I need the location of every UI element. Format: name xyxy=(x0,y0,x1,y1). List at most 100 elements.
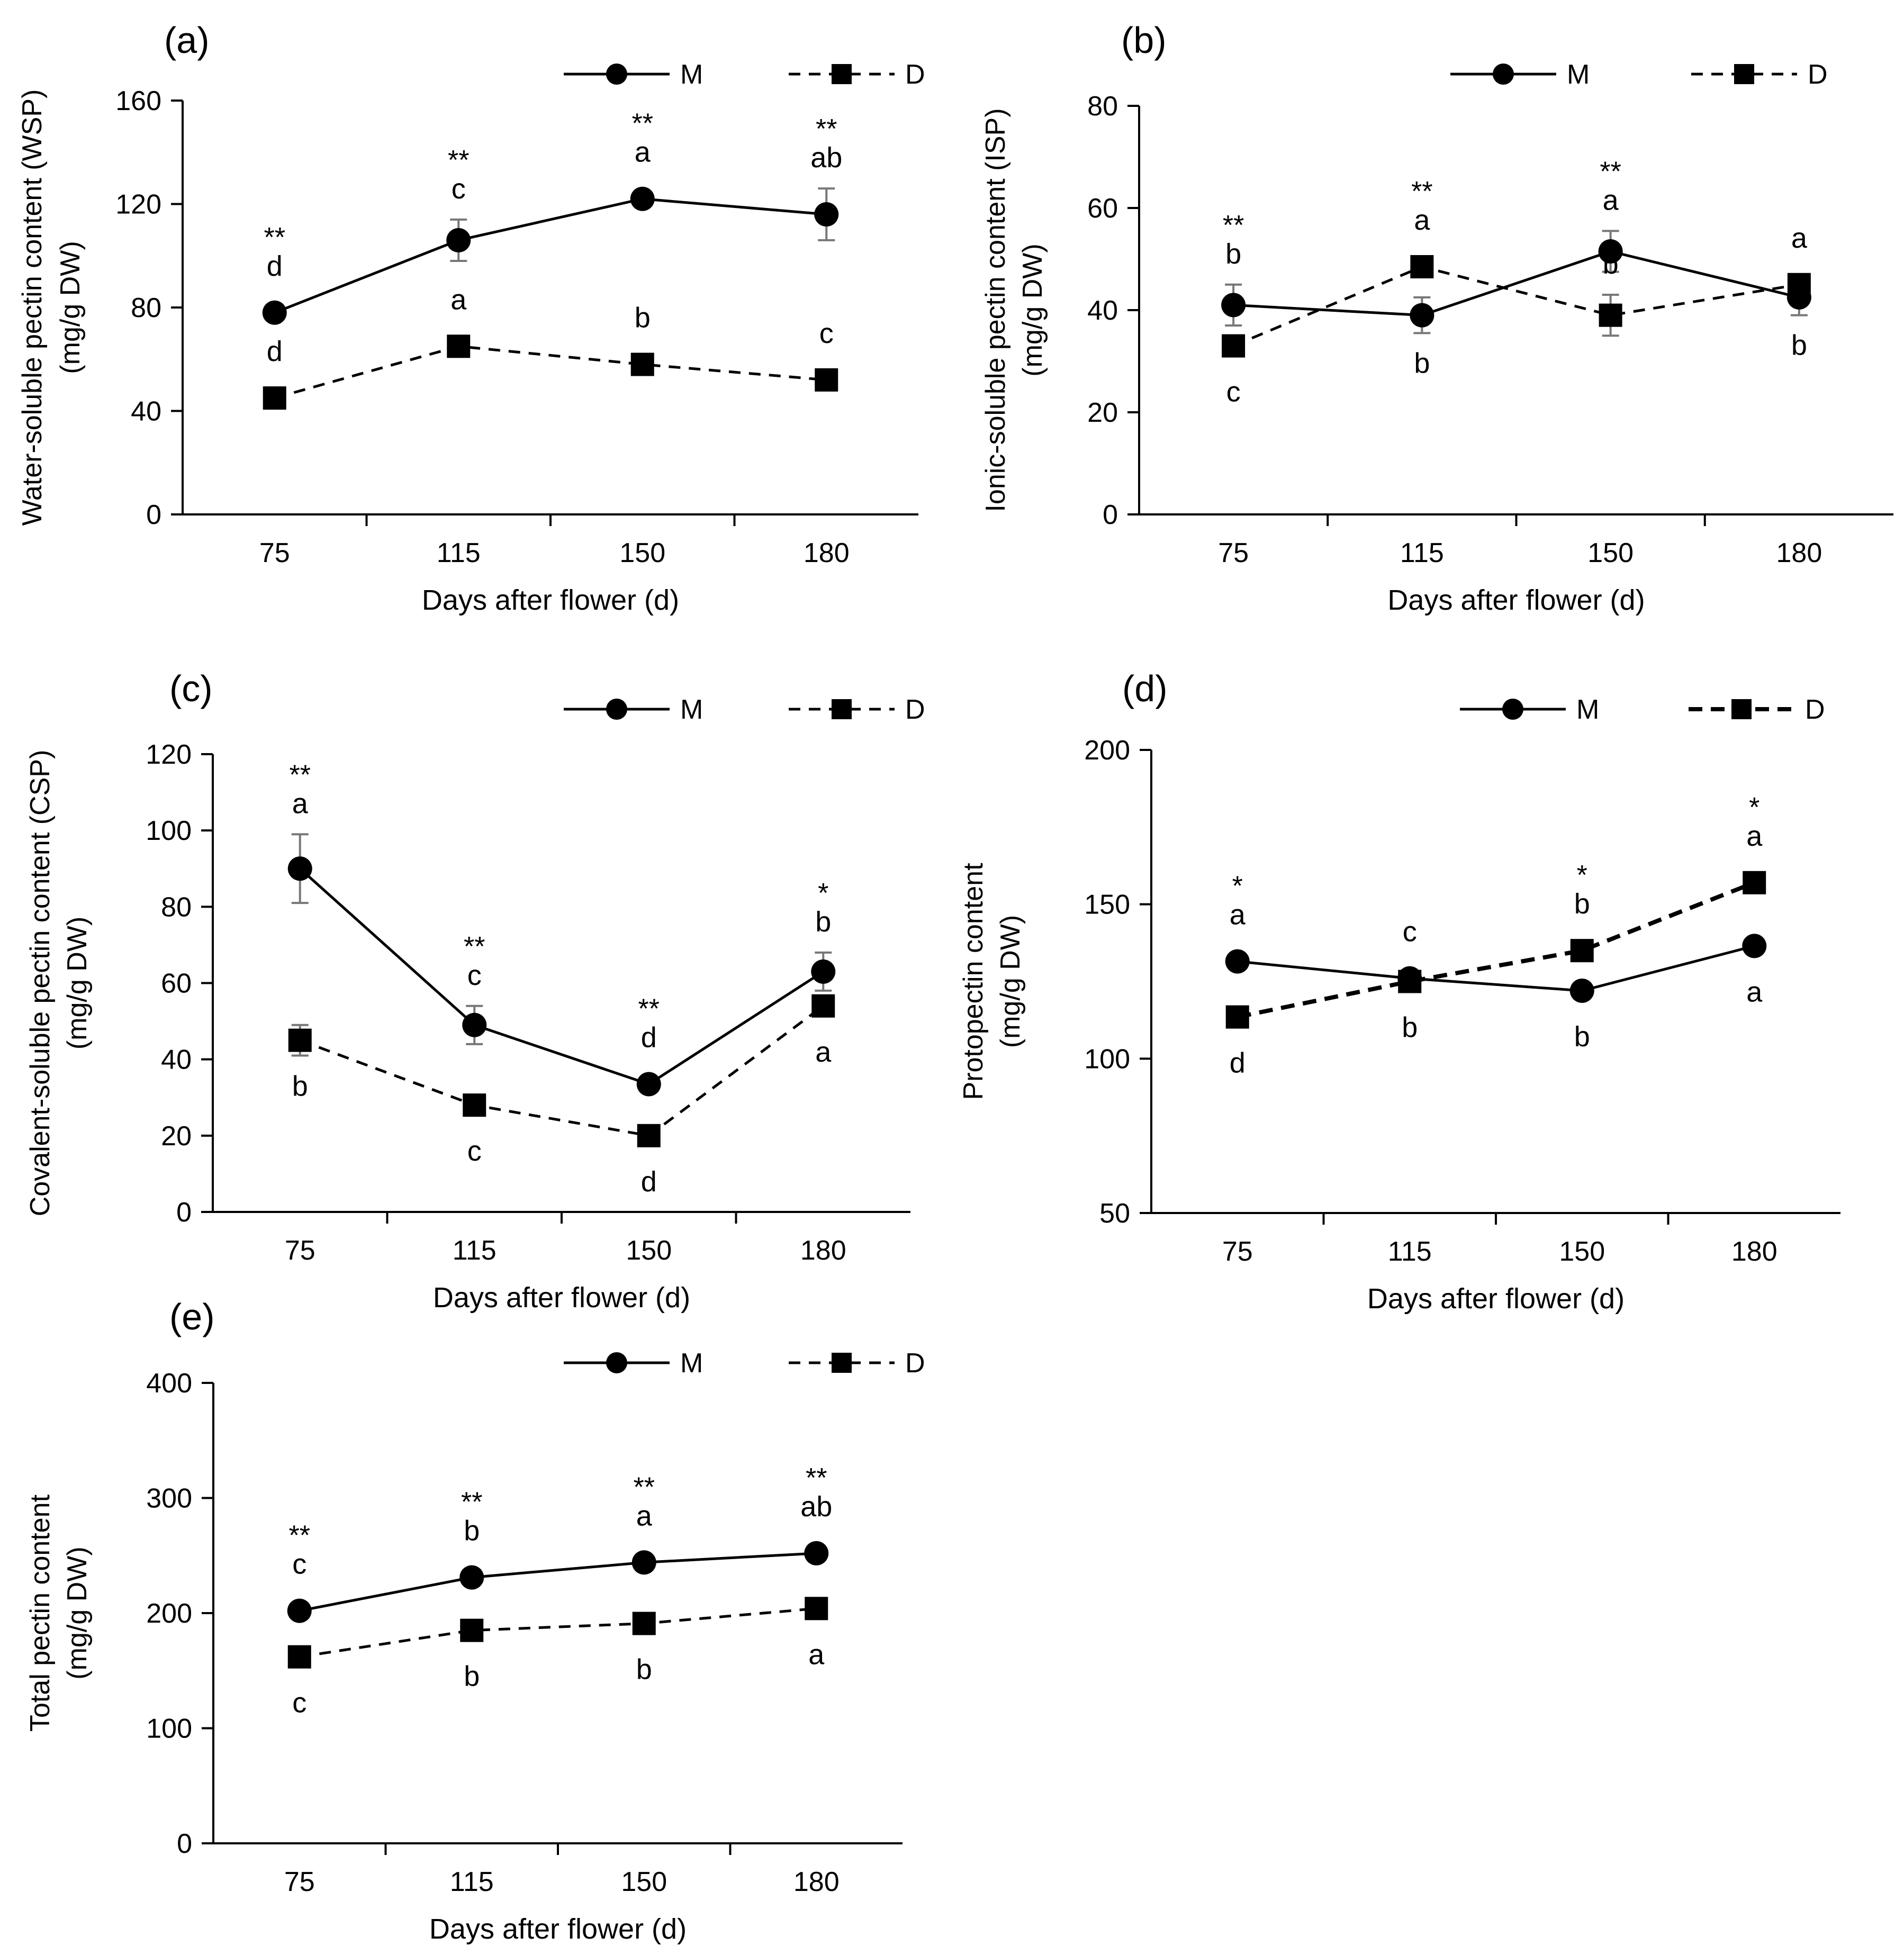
chart-panel-c: (c) 0 20 40 60 80 100 120 75 115 150 180 Days after … xyxy=(25,668,925,1314)
significance-letter-m: a xyxy=(635,137,651,168)
series-m xyxy=(262,186,839,325)
significance-stars: * xyxy=(818,878,828,909)
y-axis-title-units: (mg/g DW) xyxy=(62,917,93,1049)
series-d xyxy=(288,994,835,1147)
data-point-m xyxy=(814,202,839,227)
y-tick-label: 120 xyxy=(115,189,161,220)
x-axis-title: Days after flower (d) xyxy=(1387,584,1645,616)
x-tick-label: 75 xyxy=(284,1867,315,1897)
legend-entry-d: D xyxy=(789,694,925,725)
significance-stars: ** xyxy=(290,759,311,790)
panel-label: (d) xyxy=(1122,668,1168,709)
chart-panel-a: (a) 0 40 80 120 160 75 115 150 180 Days after flow… xyxy=(17,20,925,616)
significance-letter-m: b xyxy=(1574,1021,1590,1053)
y-tick-label: 50 xyxy=(1099,1198,1130,1229)
data-point-d xyxy=(447,334,471,358)
significance-letter-m: d xyxy=(267,250,283,282)
data-point-m xyxy=(287,856,312,881)
legend-entry-m: M xyxy=(564,1348,703,1379)
data-point-d xyxy=(287,1645,311,1669)
legend-marker-square xyxy=(832,699,852,719)
x-tick-label: 115 xyxy=(437,538,481,568)
x-tick-label: 150 xyxy=(619,538,665,568)
significance-letter-m: c xyxy=(1403,916,1417,948)
data-point-d xyxy=(637,1124,661,1147)
y-axis-title: Covalent-soluble pectin content (CSP) xyxy=(25,750,56,1217)
significance-letter-m: c xyxy=(467,960,482,991)
significance-stars: ** xyxy=(448,145,469,176)
significance-letter-m: d xyxy=(641,1022,657,1054)
y-axis-title-units: (mg/g DW) xyxy=(1017,243,1048,376)
data-point-m xyxy=(262,300,287,325)
y-tick-label: 40 xyxy=(1087,295,1118,326)
y-axis-title: Water-soluble pectin content (WSP) xyxy=(17,89,48,526)
significance-stars: * xyxy=(1749,792,1759,823)
data-point-m xyxy=(287,1598,312,1623)
significance-letter-d: a xyxy=(450,284,467,315)
panel-label: (c) xyxy=(169,668,213,709)
significance-letter-d: a xyxy=(1746,820,1763,852)
significance-letter-d: a xyxy=(815,1036,832,1068)
x-tick-label: 180 xyxy=(1731,1236,1777,1267)
series-d xyxy=(263,334,838,410)
data-point-d xyxy=(460,1618,484,1642)
significance-letter-d: b xyxy=(292,1071,308,1102)
x-tick-label: 150 xyxy=(1559,1236,1605,1267)
y-tick-label: 200 xyxy=(1084,735,1130,766)
significance-stars: ** xyxy=(289,1520,310,1551)
legend-marker-square xyxy=(1734,64,1754,84)
significance-letter-m: b xyxy=(1225,238,1241,270)
series-m xyxy=(1225,934,1767,1003)
series-line-m xyxy=(299,1552,817,1613)
significance-letter-d: d xyxy=(267,336,283,367)
chart-panel-e: (e) 0 100 200 300 400 75 115 150 180 Days after fl… xyxy=(25,1296,925,1945)
y-axis-title: Ionic-soluble pectin content (ISP) xyxy=(980,108,1011,512)
legend-marker-circle xyxy=(606,1352,627,1373)
legend-entry-m: M xyxy=(564,694,703,725)
panel-label: (b) xyxy=(1121,20,1167,61)
significance-letter-d: b xyxy=(635,302,651,334)
data-point-d xyxy=(288,1028,312,1052)
data-point-d xyxy=(632,1612,656,1635)
x-axis-title: Days after flower (d) xyxy=(433,1282,690,1314)
significance-letter-m: c xyxy=(452,173,466,205)
legend-marker-square xyxy=(832,1353,852,1373)
significance-stars: ** xyxy=(634,1472,655,1503)
significance-letter-m: a xyxy=(1230,899,1246,931)
data-point-m xyxy=(462,1012,487,1037)
y-tick-label: 300 xyxy=(146,1483,192,1514)
legend-entry-d: D xyxy=(1691,59,1828,90)
data-point-d xyxy=(1743,871,1766,894)
significance-stars: ** xyxy=(638,994,660,1025)
y-tick-label: 80 xyxy=(1087,91,1118,122)
data-point-m xyxy=(446,228,471,252)
legend-label-m: M xyxy=(1567,59,1590,90)
series-line-d xyxy=(299,1004,824,1137)
significance-letter-d: b xyxy=(636,1654,652,1686)
data-point-d xyxy=(1570,939,1594,963)
data-point-d xyxy=(630,352,654,376)
significance-letter-d: b xyxy=(1603,248,1619,280)
significance-letter-d: d xyxy=(641,1166,657,1198)
data-point-m xyxy=(1410,303,1434,328)
legend-entry-m: M xyxy=(1460,694,1599,725)
y-tick-label: 20 xyxy=(1087,397,1118,428)
legend-label-m: M xyxy=(680,694,703,725)
data-point-d xyxy=(815,368,838,392)
x-tick-label: 75 xyxy=(285,1235,315,1266)
significance-letter-d: b xyxy=(1402,1012,1418,1044)
y-tick-label: 20 xyxy=(161,1121,192,1152)
data-point-m xyxy=(1569,979,1594,1003)
data-point-d xyxy=(1599,303,1622,327)
legend-entry-d: D xyxy=(789,59,925,90)
data-point-m xyxy=(1221,293,1246,318)
significance-stars: ** xyxy=(264,222,285,253)
y-tick-label: 0 xyxy=(176,1197,192,1228)
y-axis-title-units: (mg/g DW) xyxy=(62,1546,93,1679)
series-line-d xyxy=(1233,265,1800,347)
legend-entry-m: M xyxy=(1450,59,1590,90)
significance-letter-d: a xyxy=(1414,204,1430,236)
significance-letter-m: c xyxy=(292,1549,306,1580)
y-tick-label: 80 xyxy=(131,293,161,323)
series-m xyxy=(1221,230,1811,334)
